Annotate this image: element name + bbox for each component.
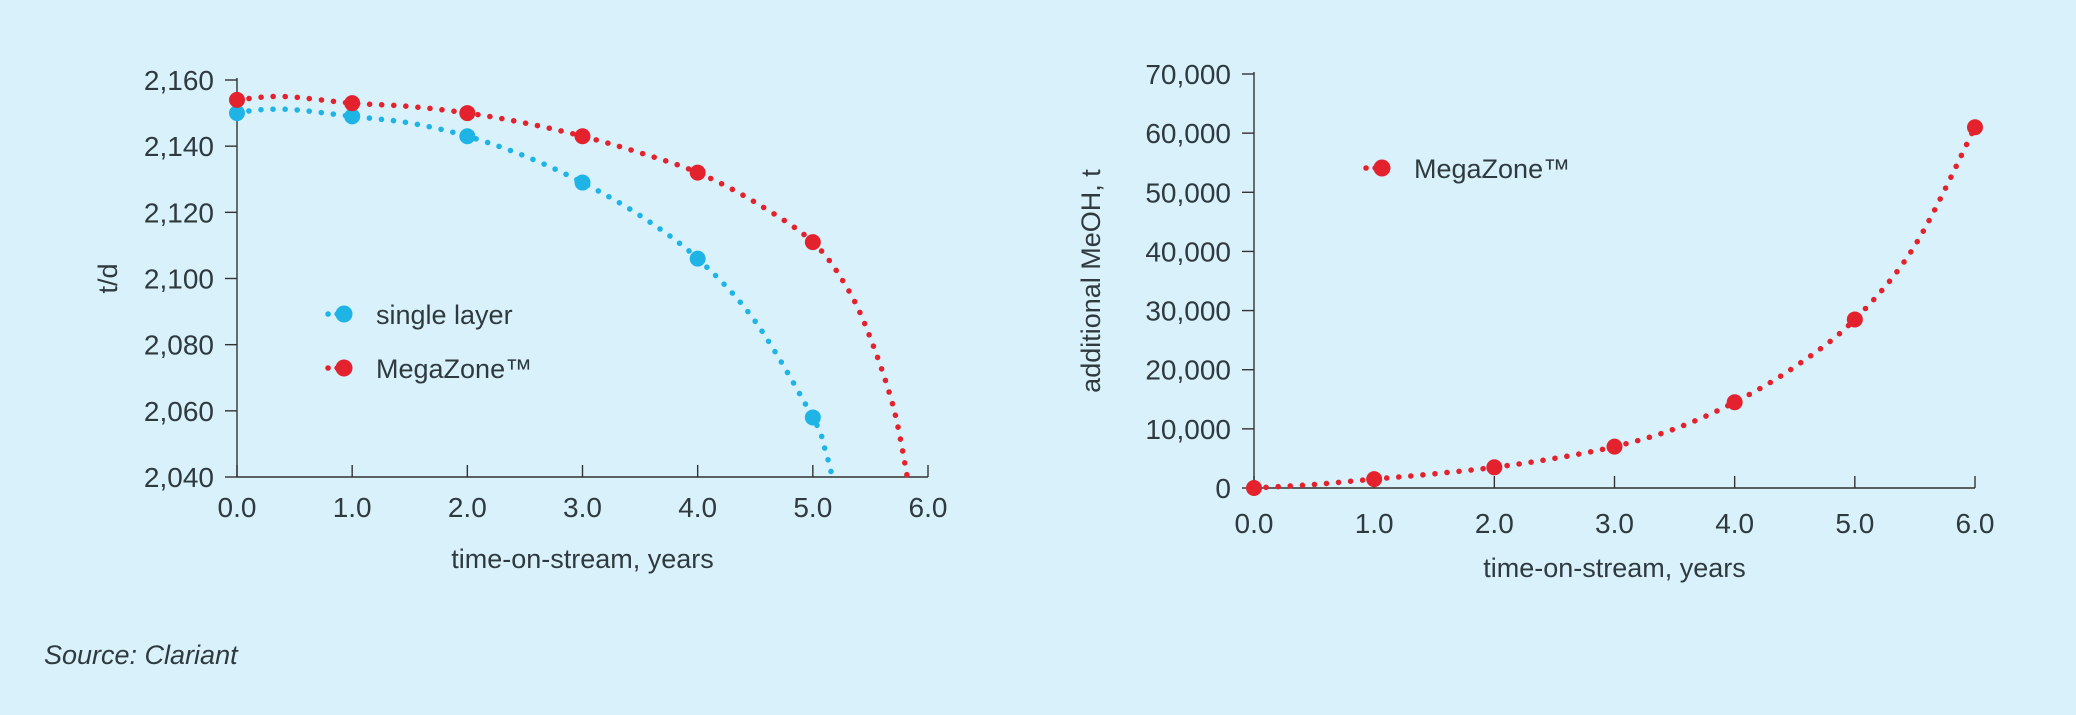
x-tick-label: 0.0 — [218, 492, 257, 523]
data-point — [1366, 471, 1383, 488]
y-tick-label: 60,000 — [1145, 118, 1231, 149]
data-point — [1846, 311, 1863, 328]
y-tick-label: 2,040 — [144, 462, 214, 493]
legend-item-megazone: MegaZone™ — [1363, 154, 1570, 184]
x-tick-label: 4.0 — [1715, 508, 1754, 539]
legend-item-single-layer: single layer — [325, 300, 513, 330]
y-tick-label: 50,000 — [1145, 177, 1231, 208]
data-point — [229, 91, 245, 108]
data-point — [1967, 119, 1983, 136]
y-tick-label: 2,120 — [144, 197, 214, 228]
y-tick-label: 2,140 — [144, 131, 214, 162]
x-axis-label: time-on-stream, years — [1483, 553, 1746, 583]
data-point — [1606, 438, 1623, 455]
legend-marker — [335, 359, 353, 377]
data-point — [574, 128, 591, 145]
legend-label: MegaZone™ — [1414, 154, 1570, 184]
legend-label: MegaZone™ — [376, 354, 532, 384]
data-point — [804, 234, 821, 251]
series-line — [1251, 124, 1978, 491]
y-tick-label: 30,000 — [1145, 296, 1231, 327]
x-tick-label: 2.0 — [1475, 508, 1514, 539]
data-point — [689, 164, 706, 181]
x-tick-label: 5.0 — [793, 492, 832, 523]
y-tick-label: 0 — [1215, 473, 1231, 504]
series-single-layer — [229, 105, 836, 480]
series-megazone — [229, 91, 911, 480]
y-tick-label: 2,160 — [144, 65, 214, 96]
source-note: Source: Clariant — [44, 640, 238, 670]
x-tick-label: 1.0 — [1355, 508, 1394, 539]
data-point — [344, 108, 361, 125]
y-tick-label: 70,000 — [1145, 59, 1231, 90]
y-axis-label: t/d — [93, 263, 123, 293]
y-tick-label: 2,060 — [144, 396, 214, 427]
x-tick-label: 5.0 — [1835, 508, 1874, 539]
data-point — [1726, 394, 1743, 411]
series-line — [234, 93, 911, 480]
data-point — [1486, 459, 1503, 476]
y-tick-label: 10,000 — [1145, 414, 1231, 445]
y-tick-label: 2,100 — [144, 264, 214, 295]
series-megazone — [1246, 119, 1983, 496]
x-axis-label: time-on-stream, years — [451, 544, 714, 574]
legend-marker — [1373, 159, 1391, 177]
x-tick-label: 0.0 — [1235, 508, 1274, 539]
x-tick-label: 4.0 — [678, 492, 717, 523]
x-tick-label: 6.0 — [909, 492, 948, 523]
x-tick-label: 3.0 — [563, 492, 602, 523]
y-tick-label: 20,000 — [1145, 355, 1231, 386]
x-tick-label: 6.0 — [1956, 508, 1995, 539]
chart-left: 2,040 2,060 2,080 2,100 2,120 2,140 2,160 0.0 1.… — [93, 65, 947, 574]
y-tick-label: 40,000 — [1145, 236, 1231, 267]
data-point — [804, 409, 821, 426]
legend-item-megazone: MegaZone™ — [325, 354, 532, 384]
x-tick-label: 1.0 — [333, 492, 372, 523]
data-point — [344, 95, 361, 112]
data-point — [459, 105, 476, 122]
data-point — [229, 105, 245, 122]
data-point — [459, 128, 476, 145]
chart-right: 0 10,000 20,000 30,000 40,000 50,000 60,000 70,… — [1076, 59, 1994, 583]
series-line — [234, 106, 836, 480]
data-point — [689, 250, 706, 267]
data-point — [574, 174, 591, 191]
y-tick-label: 2,080 — [144, 330, 214, 361]
y-axis-label: additional MeOH, t — [1076, 169, 1106, 393]
legend-marker — [335, 305, 353, 323]
data-point — [1246, 480, 1262, 496]
x-tick-label: 3.0 — [1595, 508, 1634, 539]
legend-label: single layer — [376, 300, 513, 330]
x-tick-label: 2.0 — [448, 492, 487, 523]
